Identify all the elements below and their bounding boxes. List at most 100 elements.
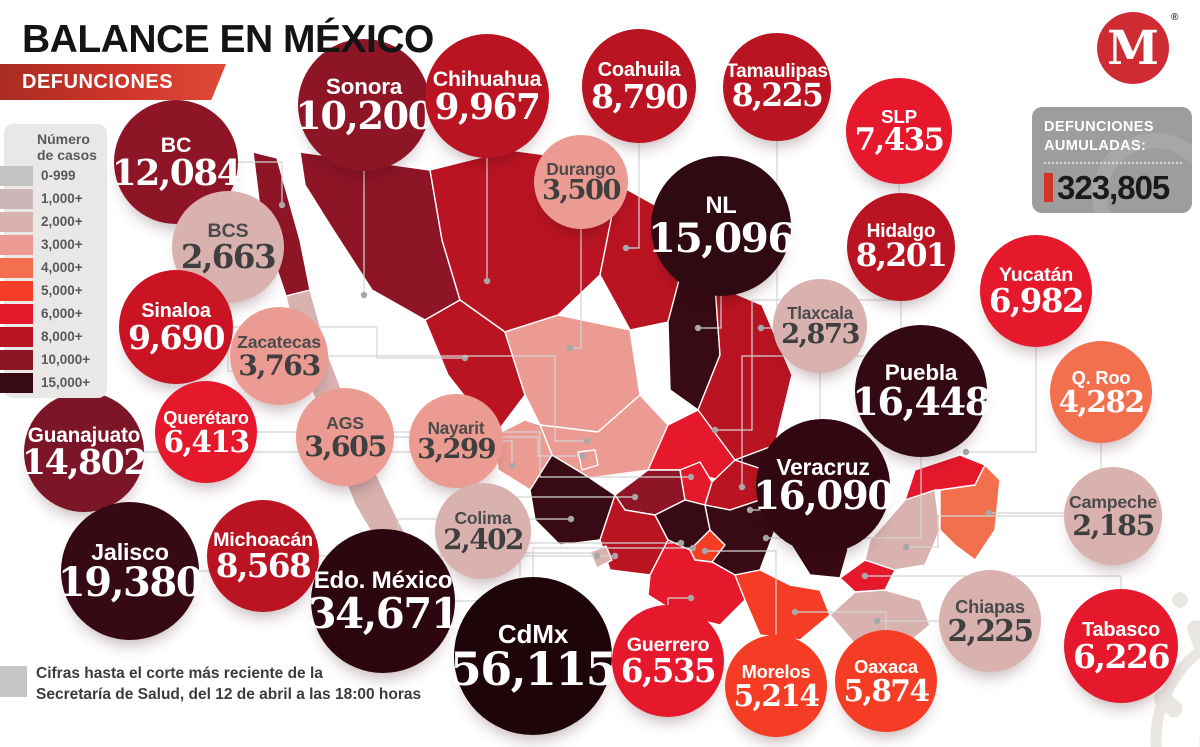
connector-dot bbox=[746, 506, 754, 514]
state-bubble-Veracruz: Veracruz 16,090 bbox=[753, 419, 894, 553]
legend-heading: Número de casos bbox=[37, 131, 97, 163]
legend-label: 1,000+ bbox=[41, 191, 83, 206]
connector-dot bbox=[694, 324, 702, 332]
connector-line bbox=[868, 575, 1122, 589]
state-bubble-NL: NL 15,096 bbox=[647, 156, 796, 296]
state-name-label: Tamaulipas bbox=[726, 61, 828, 83]
connector-dot bbox=[791, 608, 799, 616]
connector-line bbox=[909, 515, 1064, 548]
state-value-label: 16,090 bbox=[753, 474, 894, 520]
connector-dot bbox=[611, 552, 619, 560]
legend-swatch-4,000+ bbox=[0, 258, 33, 278]
state-bubble-Tabasco: Tabasco 6,226 bbox=[1064, 589, 1178, 703]
state-bubble-Sonora: Sonora 10,200 bbox=[295, 39, 434, 171]
state-value-label: 9,690 bbox=[128, 317, 225, 357]
state-value-label: 56,115 bbox=[449, 641, 618, 696]
legend-item: 0-999 bbox=[0, 166, 120, 186]
legend-item: 6,000+ bbox=[0, 304, 120, 324]
legend-swatch-15,000+ bbox=[0, 373, 33, 393]
state-name-label: Guanajuato bbox=[27, 423, 141, 447]
connector-dot bbox=[902, 543, 910, 551]
state-bubble-Guerrero: Guerrero 6,535 bbox=[612, 605, 724, 717]
state-bubble-Michoacán: Michoacán 8,568 bbox=[207, 500, 319, 612]
state-name-label: Hidalgo bbox=[866, 221, 936, 243]
legend-label: 3,000+ bbox=[41, 237, 83, 252]
state-name-label: Edo. México bbox=[313, 567, 453, 595]
state-value-label: 6,982 bbox=[988, 281, 1085, 320]
milenio-logo: M bbox=[1097, 12, 1169, 84]
state-bubble-Querétaro: Querétaro 6,413 bbox=[155, 381, 257, 483]
state-name-label: Sonora bbox=[325, 74, 403, 100]
legend-swatch-0-999 bbox=[0, 166, 33, 186]
connector-dot bbox=[622, 244, 630, 252]
connector-line bbox=[701, 296, 722, 329]
legend-heading-line2: de casos bbox=[37, 147, 97, 164]
state-bubble-Puebla: Puebla 16,448 bbox=[852, 325, 991, 457]
connector-dot bbox=[579, 452, 587, 460]
state-name-label: Tlaxcala bbox=[786, 303, 854, 324]
state-bubble-Tamaulipas: Tamaulipas 8,225 bbox=[723, 33, 831, 141]
state-bubble-Durango: Durango 3,500 bbox=[534, 135, 628, 229]
state-bubble-Oaxaca: Oaxaca 5,874 bbox=[835, 630, 937, 732]
connector-dot bbox=[631, 493, 639, 501]
state-name-label: Puebla bbox=[884, 360, 958, 386]
state-value-label: 5,874 bbox=[843, 672, 930, 708]
state-value-label: 7,435 bbox=[854, 122, 945, 159]
state-name-label: Morelos bbox=[741, 661, 811, 683]
state-value-label: 2,402 bbox=[443, 522, 524, 556]
connector-dot bbox=[701, 547, 709, 555]
state-name-label: Sinaloa bbox=[141, 299, 211, 322]
connector-dot bbox=[278, 201, 286, 209]
legend-label: 4,000+ bbox=[41, 260, 83, 275]
state-bubble-Nayarit: Nayarit 3,299 bbox=[409, 394, 503, 488]
connector-dot bbox=[861, 572, 869, 580]
state-value-label: 4,282 bbox=[1058, 383, 1145, 419]
connector-dot bbox=[583, 437, 591, 445]
state-name-label: Yucatán bbox=[998, 264, 1074, 287]
state-value-label: 34,671 bbox=[307, 588, 460, 638]
state-name-label: AGS bbox=[326, 413, 364, 434]
state-bubble-Edo. México: Edo. México 34,671 bbox=[308, 529, 460, 673]
milenio-m-letter: M bbox=[1106, 20, 1160, 76]
state-value-label: 12,084 bbox=[111, 152, 242, 195]
connector-dot bbox=[689, 544, 697, 552]
legend-heading-line1: Número bbox=[37, 131, 90, 147]
footnote-line2: Secretaría de Salud, del 12 de abril a l… bbox=[36, 686, 422, 704]
state-value-label: 15,096 bbox=[647, 214, 796, 263]
legend-swatch-2,000+ bbox=[0, 212, 33, 232]
legend-swatch-1,000+ bbox=[0, 189, 33, 209]
state-bubble-Morelos: Morelos 5,214 bbox=[725, 635, 827, 737]
connector-line bbox=[798, 611, 887, 630]
connector-dot bbox=[677, 539, 685, 547]
state-value-label: 8,225 bbox=[731, 78, 824, 115]
state-name-label: Querétaro bbox=[163, 407, 249, 429]
footnote: Cifras hasta el corte más reciente de la… bbox=[36, 663, 421, 706]
state-value-label: 3,763 bbox=[238, 347, 321, 382]
title-highlight: MÉXICO bbox=[283, 18, 434, 61]
connector-dot bbox=[508, 462, 516, 470]
total-box-line1: DEFUNCIONES bbox=[1044, 119, 1154, 135]
state-value-label: 6,226 bbox=[1073, 636, 1170, 676]
state-name-label: BC bbox=[160, 132, 192, 157]
state-value-label: 9,967 bbox=[434, 86, 541, 129]
legend-item: 1,000+ bbox=[0, 189, 120, 209]
state-bubble-Q. Roo: Q. Roo 4,282 bbox=[1050, 341, 1152, 443]
state-name-label: Coahuila bbox=[597, 58, 681, 81]
connector-line bbox=[629, 143, 640, 249]
page-title: BALANCE EN MÉXICO bbox=[22, 18, 434, 62]
legend-item: 2,000+ bbox=[0, 212, 120, 232]
state-name-label: Durango bbox=[546, 159, 616, 180]
state-bubble-Chihuahua: Chihuahua 9,967 bbox=[425, 34, 549, 158]
total-deaths-box: DEFUNCIONES AUMULADAS: 323,805 bbox=[1032, 107, 1192, 213]
map-state-Q. Roo bbox=[939, 464, 1001, 561]
legend-swatch-6,000+ bbox=[0, 304, 33, 324]
connector-line bbox=[327, 355, 584, 442]
state-bubble-AGS: AGS 3,605 bbox=[296, 388, 394, 486]
footnote-line1: Cifras hasta el corte más reciente de la bbox=[36, 665, 323, 682]
state-bubble-Tlaxcala: Tlaxcala 2,873 bbox=[773, 279, 867, 373]
state-bubble-Guanajuato: Guanajuato 14,802 bbox=[22, 392, 148, 512]
state-bubble-Zacatecas: Zacatecas 3,763 bbox=[230, 307, 328, 405]
state-bubble-Colima: Colima 2,402 bbox=[435, 483, 531, 579]
state-value-label: 10,200 bbox=[295, 93, 434, 139]
state-name-label: Q. Roo bbox=[1071, 367, 1131, 389]
